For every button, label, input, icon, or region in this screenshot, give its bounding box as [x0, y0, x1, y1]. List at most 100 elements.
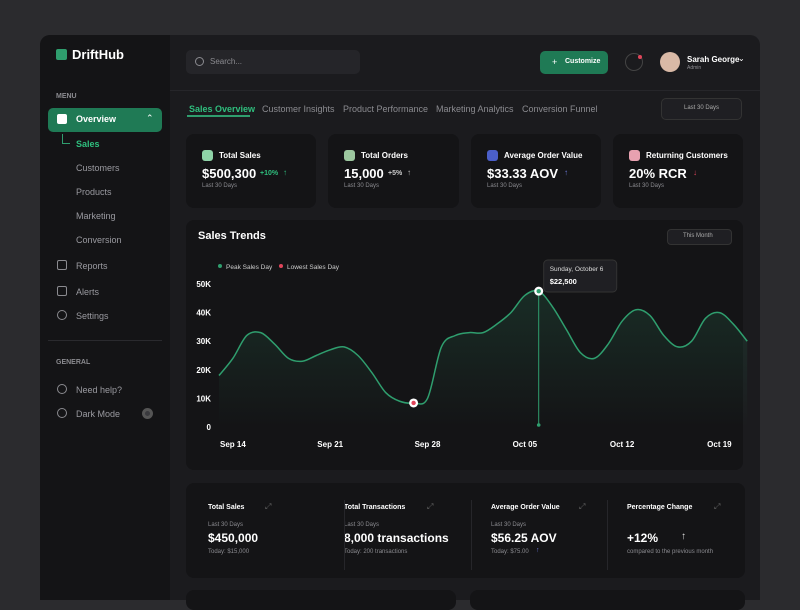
badge [638, 55, 642, 59]
trend-arrow: ↑ [283, 168, 287, 177]
summary-title: Percentage Change [627, 504, 693, 511]
kpi-change: +10% [260, 170, 279, 177]
expand-icon[interactable]: ⤢ [714, 502, 721, 511]
kpi-value: 20% RCR [629, 166, 687, 181]
tree-line [62, 134, 70, 144]
summary-period: Last 30 Days [491, 522, 527, 528]
summary-note: compared to the previous month [627, 549, 714, 555]
search-box[interactable] [186, 50, 360, 74]
tab[interactable]: Customer Insights [262, 104, 335, 114]
x-tick-label: Oct 12 [610, 440, 635, 449]
divider [607, 500, 608, 570]
line [218, 289, 748, 405]
bell[interactable] [625, 53, 643, 71]
trend-arrow: ↑ [564, 168, 568, 177]
card [470, 590, 745, 610]
tooltip [543, 259, 618, 293]
kpi-title: Returning Customers [646, 151, 728, 160]
kpi-icon [487, 150, 498, 161]
tab[interactable]: Conversion Funnel [522, 104, 598, 114]
plus: + [552, 57, 558, 67]
x-tick-label: Oct 05 [513, 440, 538, 449]
chevron: ⌃ [146, 113, 154, 123]
menu-item[interactable]: Marketing [76, 211, 116, 221]
date-filter-label[interactable]: Last 30 Days [684, 105, 720, 111]
divider [344, 500, 345, 570]
menu-item[interactable]: Conversion [76, 235, 122, 245]
chart-filter[interactable] [667, 229, 732, 245]
date-filter[interactable] [661, 98, 742, 120]
legend-label: Peak Sales Day [226, 264, 273, 271]
x-tick-label: Sep 14 [220, 440, 246, 449]
menu-item[interactable]: Alerts [76, 287, 100, 297]
legend-marker [279, 264, 283, 268]
avatar[interactable] [660, 52, 680, 72]
brand: DriftHub [72, 47, 124, 62]
expand-icon[interactable]: ⤢ [265, 502, 272, 511]
summary-title: Average Order Value [491, 504, 560, 511]
summary-value: $450,000 [208, 531, 259, 545]
menu-item[interactable]: Customers [76, 163, 120, 173]
kpi-period: Last 30 Days [344, 183, 380, 189]
customize-button[interactable] [540, 51, 608, 74]
menu-item[interactable]: Need help? [76, 385, 123, 395]
home-icon [57, 114, 67, 124]
expand-icon[interactable]: ⤢ [427, 502, 434, 511]
menu-item[interactable]: Overview [76, 114, 117, 124]
toggle[interactable] [142, 408, 153, 419]
menu-item[interactable]: Sales [76, 139, 100, 149]
summary-note: Today: $75.00 [491, 549, 529, 555]
summary-card [186, 483, 745, 578]
y-tick-label: 40K [196, 309, 211, 318]
user-name: Sarah George [687, 55, 740, 64]
button-label[interactable]: Customize [565, 58, 601, 65]
general-label: GENERAL [56, 359, 91, 366]
guide-dot [536, 423, 541, 427]
kpi-title: Total Sales [219, 151, 261, 160]
active-item[interactable] [48, 108, 162, 132]
icon [57, 384, 67, 394]
kpi-card [186, 134, 316, 208]
summary-title: Total Transactions [344, 504, 406, 511]
summary-note: Today: 200 transactions [344, 549, 408, 555]
trend-arrow: ↑ [407, 168, 411, 177]
kpi-icon [629, 150, 640, 161]
search-placeholder: Search... [210, 57, 243, 66]
kpi-change: +5% [388, 170, 403, 177]
kpi-value: 15,000 [344, 166, 384, 181]
y-tick-label: 20K [196, 366, 211, 375]
kpi-card [471, 134, 601, 208]
summary-value: +12% [627, 531, 659, 545]
trend-arrow: ↑ [681, 531, 686, 542]
divider [48, 340, 162, 341]
chevron: ⌄ [738, 54, 745, 63]
kpi-card [328, 134, 459, 208]
menu-item[interactable]: Reports [76, 261, 108, 271]
y-tick-label: 30K [196, 337, 211, 346]
kpi-period: Last 30 Days [629, 183, 665, 189]
tooltip-title: Sunday, October 6 [550, 266, 604, 273]
tab[interactable]: Marketing Analytics [436, 104, 514, 114]
menu-item[interactable]: Products [76, 187, 112, 197]
menu-label: MENU [56, 93, 77, 100]
summary-period: Last 30 Days [344, 522, 380, 528]
menu-item: Dark Mode [76, 409, 121, 419]
tab-underline [187, 115, 250, 117]
y-tick-label: 50K [196, 280, 211, 289]
chart-filter-label[interactable]: This Month [683, 233, 713, 239]
summary-value: 8,000 transactions [344, 531, 449, 545]
kpi-period: Last 30 Days [202, 183, 238, 189]
x-tick-label: Oct 19 [707, 440, 732, 449]
kpi-title: Total Orders [361, 151, 408, 160]
expand-icon[interactable]: ⤢ [579, 502, 586, 511]
kpi-title: Average Order Value [504, 151, 583, 160]
summary-title: Total Sales [208, 504, 245, 511]
kpi-icon [344, 150, 355, 161]
tab[interactable]: Product Performance [343, 104, 429, 114]
logo [56, 49, 67, 60]
menu-item[interactable]: Settings [76, 311, 109, 321]
legend-marker [218, 264, 222, 268]
x-tick-label: Sep 28 [415, 440, 441, 449]
kpi-period: Last 30 Days [487, 183, 523, 189]
tab[interactable]: Sales Overview [189, 104, 256, 114]
